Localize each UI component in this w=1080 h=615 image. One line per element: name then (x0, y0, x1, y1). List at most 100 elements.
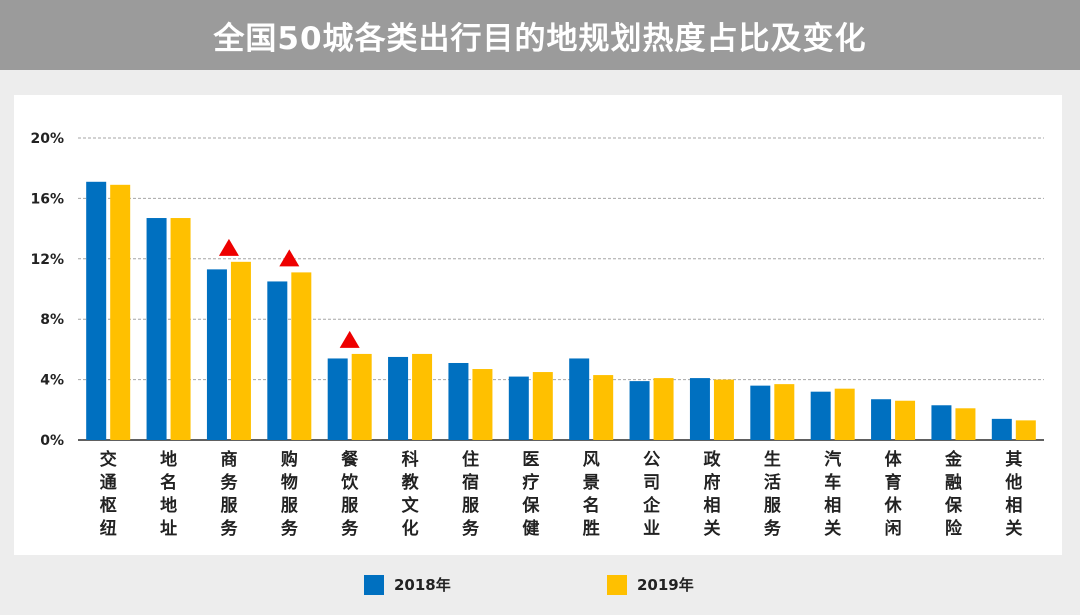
x-tick-label-char: 其 (1005, 449, 1022, 470)
x-tick-label-char: 化 (402, 518, 419, 539)
x-tick-label-char: 险 (945, 518, 963, 539)
bar-2019 (774, 384, 795, 440)
x-tick-label-char: 务 (764, 518, 782, 539)
x-tick-label-char: 休 (884, 495, 903, 516)
bar-2018 (810, 391, 831, 440)
x-tick-label-char: 通 (100, 473, 117, 493)
bar-2018 (146, 218, 167, 440)
increase-marker-triangle (218, 238, 239, 256)
bar-2018 (267, 281, 288, 440)
bar-2018 (508, 376, 529, 440)
x-tick-label-char: 服 (220, 496, 238, 516)
x-tick-label-char: 相 (703, 495, 720, 516)
increase-marker-triangle (339, 330, 360, 348)
x-tick-label-char: 地 (160, 449, 177, 470)
x-tick-label-char: 疗 (522, 472, 539, 493)
bar-2019 (653, 378, 674, 440)
x-tick-label-char: 保 (521, 495, 540, 516)
x-tick-label-char: 他 (1004, 472, 1022, 493)
bar-2019 (170, 218, 191, 440)
x-tick-label-char: 科 (402, 449, 419, 470)
bar-2018 (991, 418, 1012, 440)
bar-2018 (689, 378, 710, 440)
bar-2019 (1015, 420, 1036, 440)
increase-marker-triangle (279, 249, 300, 267)
x-tick-label-char: 饮 (340, 472, 359, 493)
bar-2018 (448, 362, 469, 440)
bar-2019 (110, 184, 131, 440)
x-tick-label-char: 服 (462, 496, 480, 516)
legend-swatch-2018 (364, 574, 384, 595)
x-tick-label-char: 物 (281, 472, 298, 493)
x-tick-label-char: 健 (522, 518, 539, 539)
x-tick-label-char: 教 (401, 472, 420, 493)
x-tick-label-char: 风 (583, 450, 600, 470)
x-tick-label-char: 餐 (341, 449, 359, 470)
x-tick-label-char: 名 (583, 495, 600, 516)
x-tick-label-char: 金 (944, 449, 963, 470)
bar-2019 (955, 408, 976, 440)
bar-chart: 0%4%8%12%16%20%交通枢纽地名地址商务服务购物服务餐饮服务科教文化住… (30, 131, 1044, 539)
legend-swatch-2019 (607, 574, 627, 595)
x-tick-label-char: 业 (643, 519, 660, 539)
y-tick-label: 16% (30, 191, 64, 207)
x-tick-label-char: 住 (462, 449, 479, 470)
title-bar: 全国50城各类出行目的地规划热度占比及变化 (0, 0, 1080, 70)
bar-2018 (629, 381, 650, 440)
x-tick-label-char: 关 (703, 518, 720, 539)
bar-2018 (206, 269, 227, 440)
bar-2018 (750, 385, 771, 440)
x-tick-label-char: 购 (281, 449, 298, 470)
x-tick-label-char: 司 (643, 473, 660, 493)
legend-item-2019: 2019年 (607, 574, 694, 595)
y-tick-label: 0% (40, 433, 64, 449)
x-tick-label-char: 商 (220, 449, 237, 470)
x-tick-label-char: 融 (945, 473, 962, 493)
x-tick-label-char: 保 (944, 495, 963, 516)
x-tick-label-char: 胜 (583, 519, 600, 539)
bar-2019 (532, 372, 553, 440)
x-tick-label-char: 交 (100, 449, 117, 470)
x-tick-label-char: 相 (824, 495, 841, 516)
bar-2019 (593, 375, 614, 440)
x-tick-label-char: 府 (703, 472, 720, 493)
bar-2019 (713, 379, 734, 440)
bar-2019 (834, 388, 855, 440)
x-tick-label-char: 地 (160, 495, 177, 516)
bar-2018 (86, 181, 107, 440)
bar-2018 (871, 399, 892, 440)
bar-2019 (351, 353, 372, 440)
x-tick-label-char: 车 (824, 472, 841, 493)
bar-2019 (230, 261, 251, 440)
bar-2019 (472, 369, 493, 440)
x-tick-label-char: 务 (220, 472, 238, 493)
x-tick-label-char: 关 (824, 518, 841, 539)
bar-2019 (895, 400, 916, 440)
x-tick-label-char: 关 (1005, 518, 1022, 539)
chart-panel: 0% 4% 8% 12% 16% 20% 交通枢纽地名地址商务服务购物服务餐饮服务科教文化住… (14, 95, 1062, 555)
x-tick-label-char: 文 (402, 495, 420, 516)
x-tick-label-char: 育 (885, 472, 902, 493)
bar-2018 (931, 405, 952, 440)
bar-2018 (388, 356, 409, 440)
x-tick-label-char: 闲 (885, 518, 902, 539)
x-tick-label-char: 体 (885, 449, 903, 470)
bar-2019 (291, 272, 312, 440)
x-tick-label-char: 名 (160, 472, 177, 493)
x-tick-label-char: 纽 (100, 518, 117, 539)
bar-2018 (327, 358, 348, 440)
x-tick-label-char: 枢 (100, 495, 117, 516)
chart-title: 全国50城各类出行目的地规划热度占比及变化 (213, 20, 867, 57)
x-tick-label-char: 服 (341, 496, 359, 516)
x-tick-label-char: 务 (341, 518, 359, 539)
bar-2018 (569, 358, 590, 440)
y-tick-label: 12% (30, 252, 64, 268)
y-tick-label: 20% (30, 131, 64, 147)
x-tick-label-char: 务 (281, 518, 299, 539)
x-tick-label-char: 医 (522, 450, 539, 470)
legend: 2018年 2019年 (0, 568, 1080, 598)
x-tick-label-char: 企 (642, 495, 661, 516)
legend-label-2018: 2018年 (394, 576, 451, 594)
x-tick-label-char: 址 (160, 519, 177, 539)
x-tick-label-char: 政 (703, 449, 721, 470)
